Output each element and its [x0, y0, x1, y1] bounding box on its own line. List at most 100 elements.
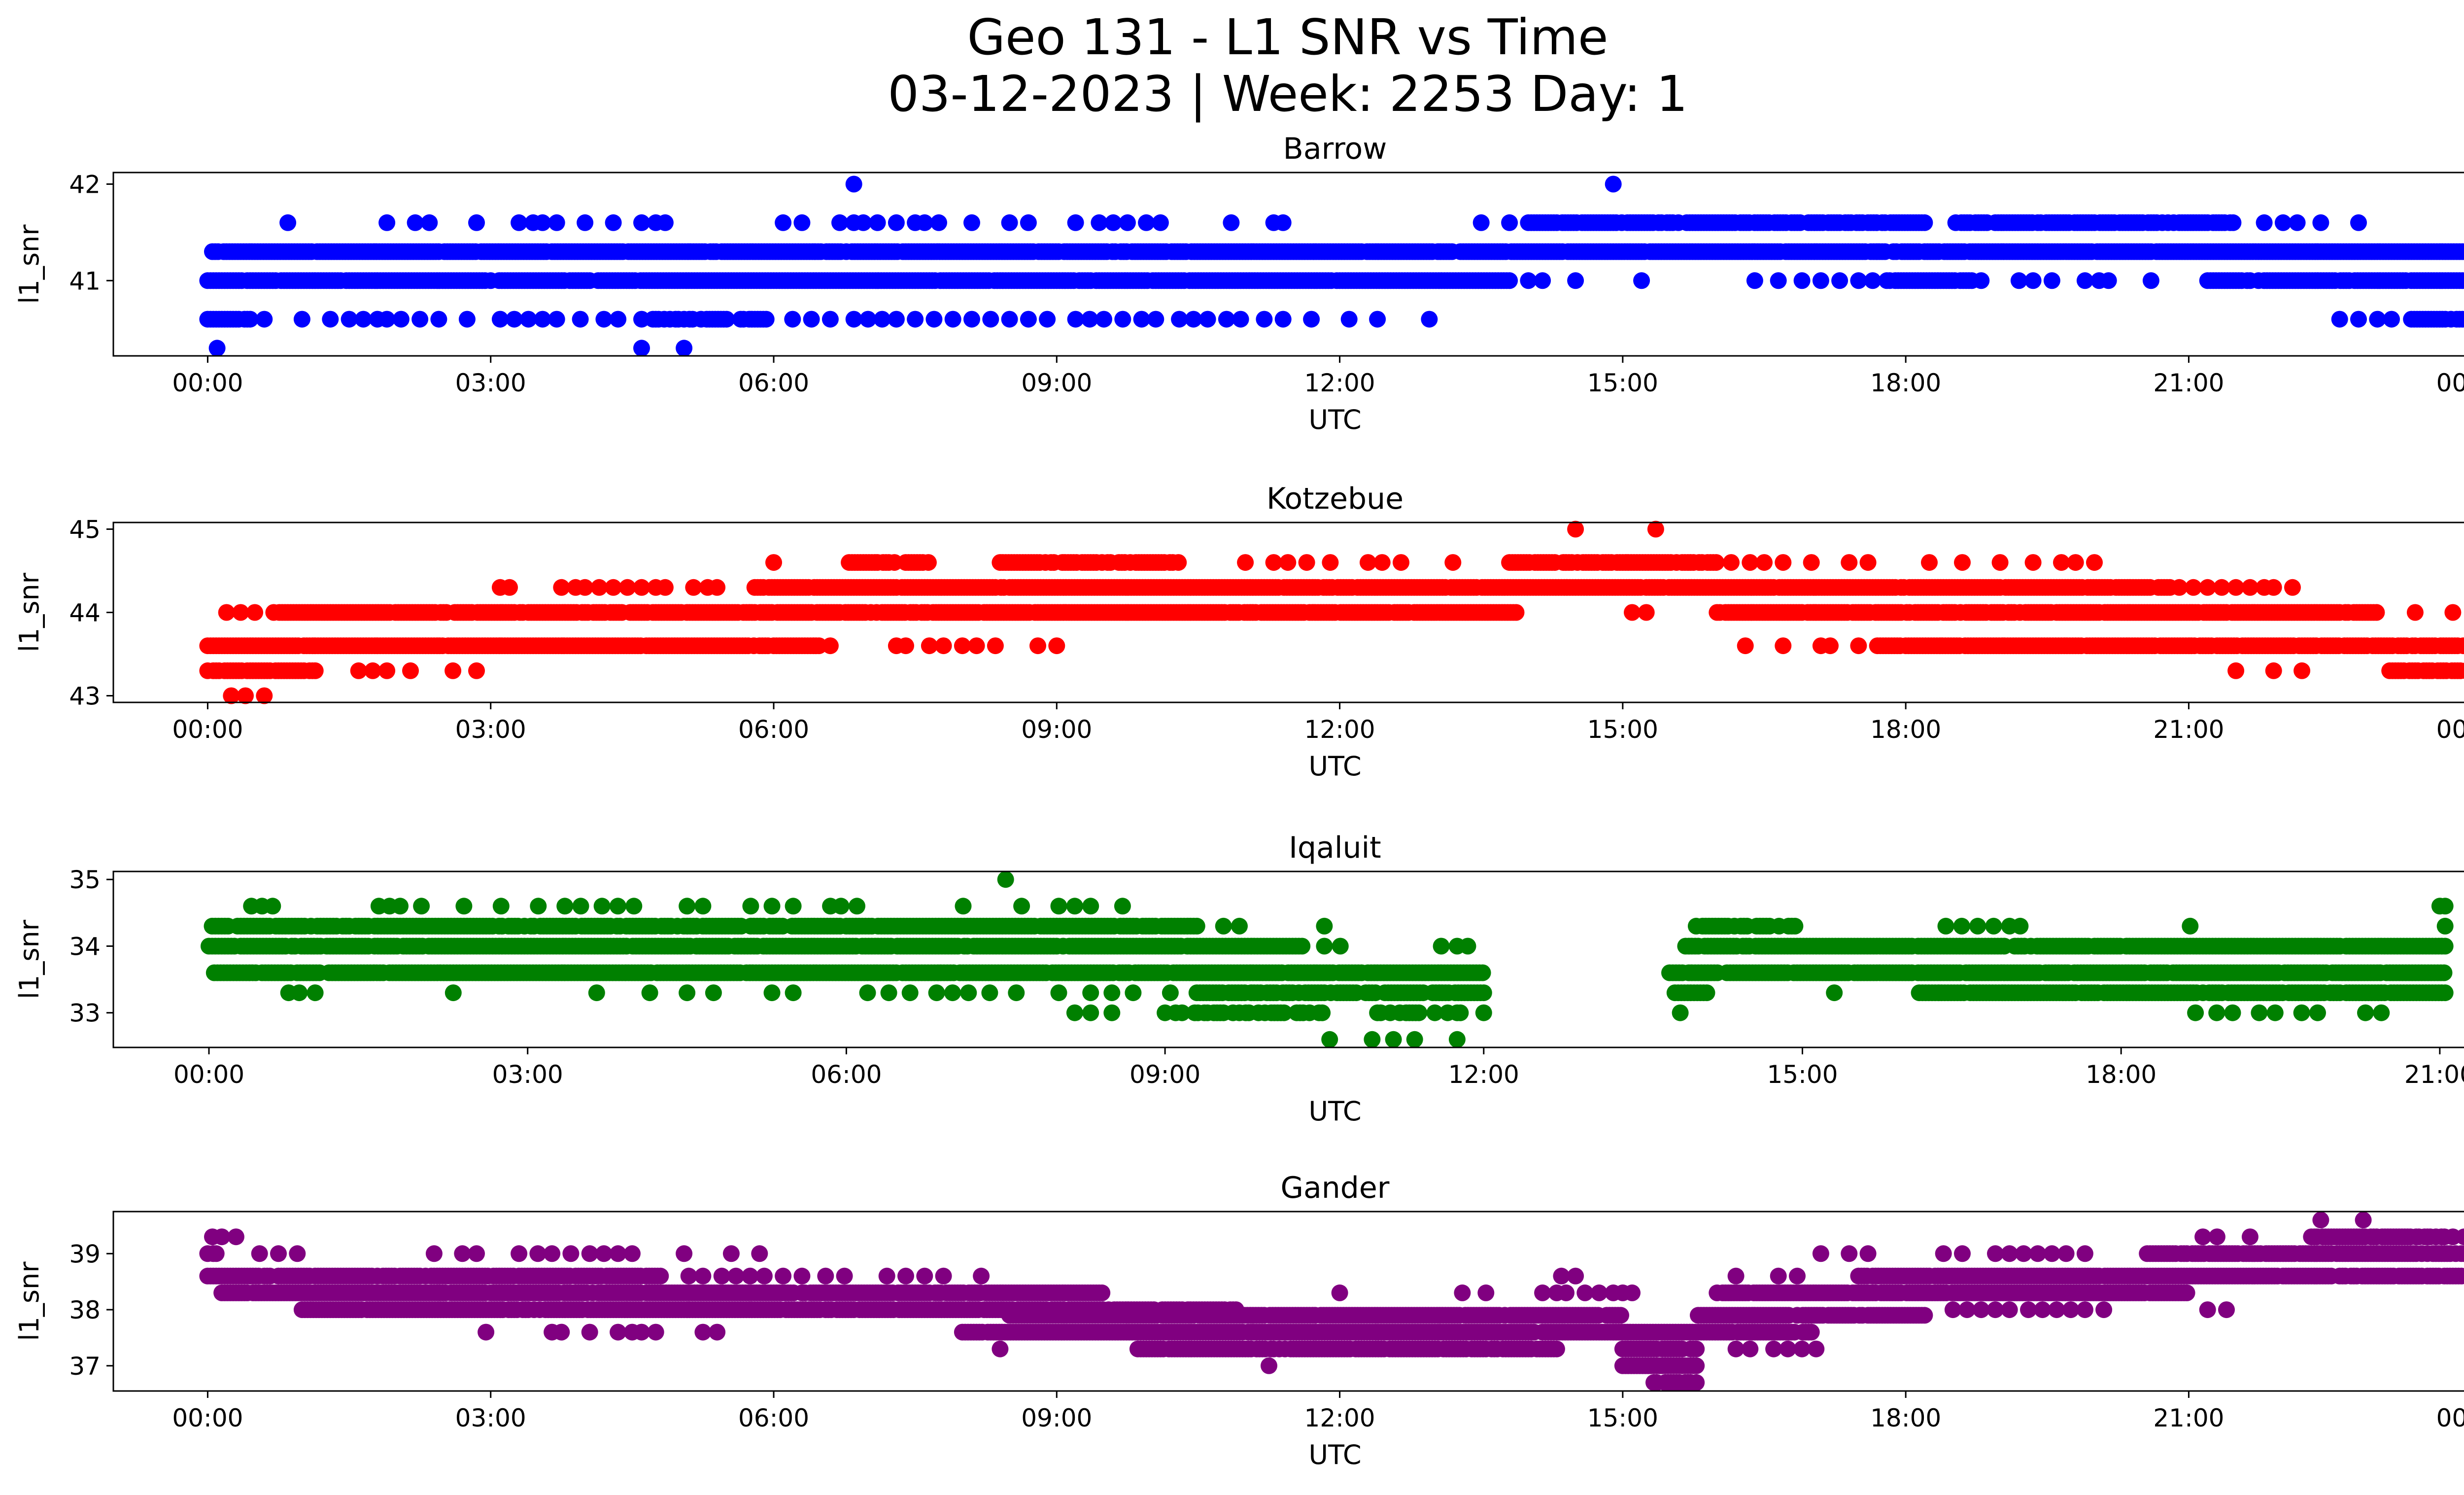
data-point [378, 311, 396, 328]
data-point [511, 214, 528, 231]
data-point [888, 311, 905, 328]
x-tick-label: 15:00 [1587, 715, 1658, 744]
data-point [458, 311, 476, 328]
x-tick-label: 06:00 [738, 715, 809, 744]
data-point [2274, 214, 2292, 231]
panel-title: Barrow [1283, 132, 1387, 166]
data-point [1501, 272, 1518, 289]
data-point [2100, 272, 2117, 289]
data-point [1001, 311, 1018, 328]
data-point [1152, 214, 1169, 231]
data-point [1039, 311, 1056, 328]
data-point [1812, 272, 1829, 289]
data-point [2043, 272, 2060, 289]
data-point [2350, 214, 2367, 231]
data-point [1322, 554, 1339, 571]
data-point [2460, 312, 2464, 327]
data-point [920, 554, 937, 571]
data-point [821, 637, 839, 655]
data-point [577, 214, 594, 231]
data-point [430, 311, 447, 328]
data-point [2227, 662, 2245, 679]
data-point [1746, 272, 1763, 289]
data-point [548, 214, 565, 231]
data-point [1294, 938, 1311, 955]
data-point [1001, 214, 1018, 231]
data-point [869, 214, 886, 231]
data-point [2462, 314, 2464, 324]
data-point [506, 311, 523, 328]
data-point [1410, 1004, 1428, 1021]
data-point [982, 311, 999, 328]
data-point [633, 340, 650, 357]
data-point [1850, 637, 1867, 655]
data-point [1737, 637, 1754, 655]
data-point [2224, 214, 2242, 231]
data-point [1298, 554, 1315, 571]
data-point [1048, 637, 1065, 655]
data-point [445, 662, 462, 679]
data-point [293, 311, 310, 328]
data-point [855, 214, 872, 231]
data-point [1138, 214, 1155, 231]
data-point [534, 311, 551, 328]
data-point [888, 214, 905, 231]
data-point [1916, 214, 1933, 231]
data-point [1020, 311, 1037, 328]
x-tick-label: 09:00 [1021, 715, 1092, 744]
y-tick-label: 44 [69, 599, 101, 627]
data-point [1534, 272, 1551, 289]
data-point [1232, 311, 1249, 328]
scatter-series [199, 521, 2464, 704]
data-point [605, 214, 622, 231]
data-point [2462, 246, 2464, 257]
data-point [402, 662, 419, 679]
data-point [1340, 311, 1358, 328]
data-point [1605, 175, 1622, 193]
data-point [534, 214, 551, 231]
data-point [897, 637, 914, 655]
data-point [1507, 604, 1525, 621]
data-point [548, 311, 565, 328]
data-point [845, 311, 862, 328]
data-point [845, 175, 862, 193]
data-point [793, 214, 811, 231]
x-tick-label: 00:00 [2436, 715, 2464, 744]
data-point [2256, 214, 2273, 231]
data-point [1452, 1004, 1469, 1021]
data-point [718, 311, 735, 328]
panel-title: Iqaluit [1289, 831, 1381, 865]
data-point [930, 214, 947, 231]
data-point [1199, 311, 1216, 328]
data-point [831, 214, 848, 231]
data-point [307, 662, 324, 679]
data-point [491, 311, 509, 328]
data-point [1841, 554, 1858, 571]
data-point [1775, 637, 1792, 655]
data-point [1314, 1004, 1331, 1021]
data-point [1274, 214, 1292, 231]
x-tick-label: 18:00 [1870, 715, 1941, 744]
x-tick-label: 06:00 [738, 369, 809, 397]
data-point [1793, 272, 1811, 289]
data-point [944, 311, 961, 328]
axes-frame [112, 172, 2464, 357]
data-point [1020, 214, 1037, 231]
x-axis-label: UTC [1308, 751, 1361, 782]
data-point [2010, 272, 2027, 289]
data-point [1723, 554, 1740, 571]
x-axis-label: UTC [1308, 404, 1361, 435]
data-point [859, 311, 877, 328]
data-point [1119, 214, 1136, 231]
data-point [1091, 214, 1108, 231]
data-point [916, 214, 933, 231]
data-point [1081, 311, 1098, 328]
data-point [1218, 311, 1235, 328]
data-point [1105, 214, 1122, 231]
data-point [709, 579, 726, 596]
data-point [1373, 554, 1391, 571]
panel-title: Kotzebue [1266, 482, 1403, 516]
data-point [2265, 579, 2282, 596]
data-point [1114, 311, 1131, 328]
